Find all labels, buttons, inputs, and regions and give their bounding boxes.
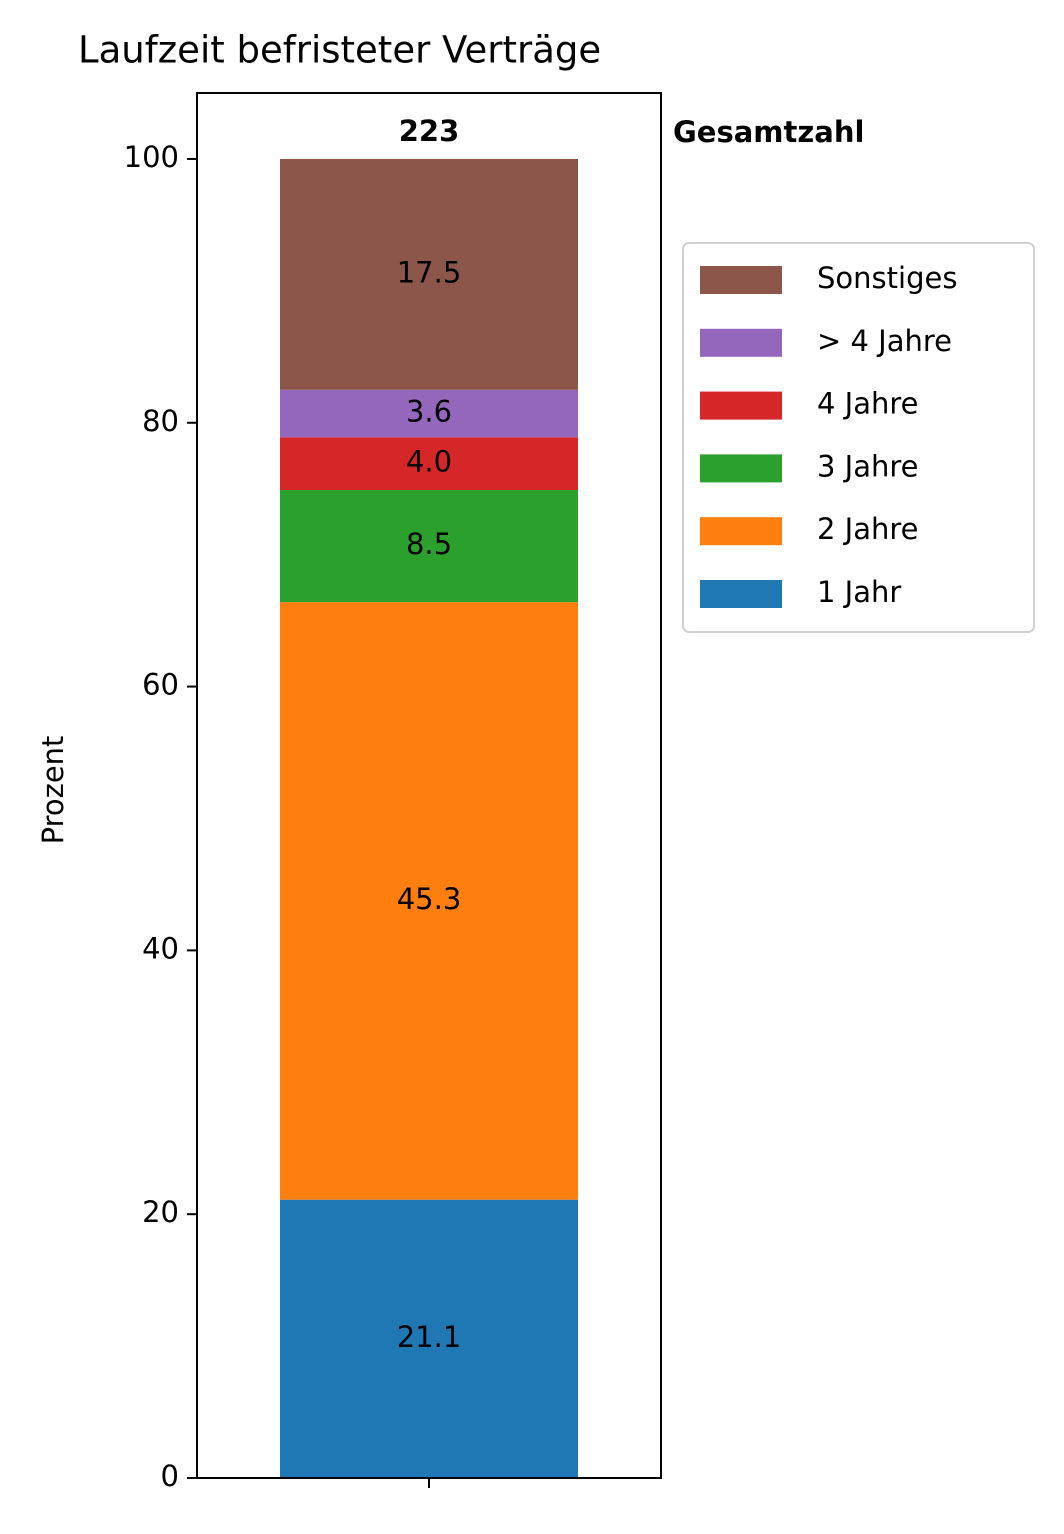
legend-label: 4 Jahre	[817, 387, 919, 421]
value-label: 45.3	[397, 882, 462, 916]
y-axis-label: Prozent	[36, 736, 70, 845]
legend-swatch	[700, 517, 782, 546]
legend-swatch	[700, 328, 782, 357]
value-label: 4.0	[406, 445, 452, 479]
y-tick-label: 100	[124, 140, 179, 174]
bar-segment	[280, 602, 578, 1200]
y-tick-label: 80	[142, 404, 179, 438]
bar-segment	[280, 158, 578, 390]
legend-label: 1 Jahr	[817, 575, 901, 609]
value-label: 8.5	[406, 527, 452, 561]
chart-title: Laufzeit befristeter Verträge	[78, 29, 601, 72]
value-label: 17.5	[397, 255, 462, 289]
value-label: 21.1	[397, 1320, 462, 1354]
y-tick-label: 60	[142, 668, 179, 702]
legend-box	[682, 242, 1035, 633]
plot-frame	[196, 92, 662, 1479]
bar-segment	[280, 437, 578, 491]
legend-swatch	[700, 580, 782, 608]
total-value: 223	[399, 114, 460, 148]
value-label: 3.6	[406, 395, 452, 429]
legend-label: > 4 Jahre	[817, 324, 952, 358]
legend-label: Sonstiges	[817, 261, 957, 295]
y-tick-label: 40	[142, 931, 179, 965]
legend-label: 2 Jahre	[817, 512, 919, 546]
bar-segment	[280, 1199, 578, 1478]
bar-segment	[280, 389, 578, 438]
bar-segment	[280, 490, 578, 603]
y-tick-label: 20	[142, 1195, 179, 1229]
total-label: Gesamtzahl	[673, 115, 864, 149]
legend-swatch	[700, 266, 782, 294]
legend-swatch	[700, 391, 782, 420]
y-tick-label: 0	[161, 1459, 179, 1493]
legend-swatch	[700, 454, 782, 483]
legend-label: 3 Jahre	[817, 449, 919, 483]
